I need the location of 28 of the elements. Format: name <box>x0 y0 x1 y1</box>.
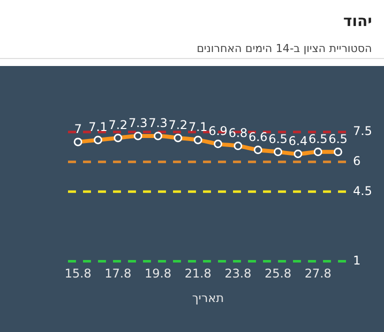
data-label: 7.2 <box>108 118 128 132</box>
data-label: 7.2 <box>168 118 188 132</box>
data-label: 6.5 <box>328 132 348 146</box>
data-label: 6.9 <box>208 124 228 138</box>
chart-subtitle: הסטוריית הציון ב-14 הימים האחרונים <box>196 41 372 55</box>
data-label: 7.1 <box>88 120 108 134</box>
x-axis-title: תאריך <box>192 290 224 305</box>
data-label: 7 <box>74 122 82 136</box>
chart-title: יהוד <box>342 11 372 32</box>
data-label: 6.8 <box>228 126 248 140</box>
x-tick-label: 19.8 <box>144 266 172 281</box>
data-label: 7.3 <box>148 116 168 130</box>
x-tick-label: 21.8 <box>184 266 212 281</box>
data-label: 7.3 <box>128 116 148 130</box>
x-tick-label: 27.8 <box>304 266 332 281</box>
ref-line-label: 4.5 <box>353 184 372 198</box>
data-label: 6.5 <box>268 132 288 146</box>
x-tick-label: 15.8 <box>64 266 92 281</box>
data-label: 6.4 <box>288 134 308 148</box>
data-label: 7.1 <box>188 120 208 134</box>
ref-line-label: 7.5 <box>353 124 372 138</box>
data-label: 6.5 <box>308 132 328 146</box>
ref-line-label: 1 <box>353 253 361 268</box>
ref-line-label: 6 <box>353 154 361 168</box>
x-tick-label: 23.8 <box>224 266 252 281</box>
x-tick-label: 25.8 <box>264 266 292 281</box>
data-label: 6.6 <box>248 130 268 144</box>
x-tick-label: 17.8 <box>104 266 132 281</box>
